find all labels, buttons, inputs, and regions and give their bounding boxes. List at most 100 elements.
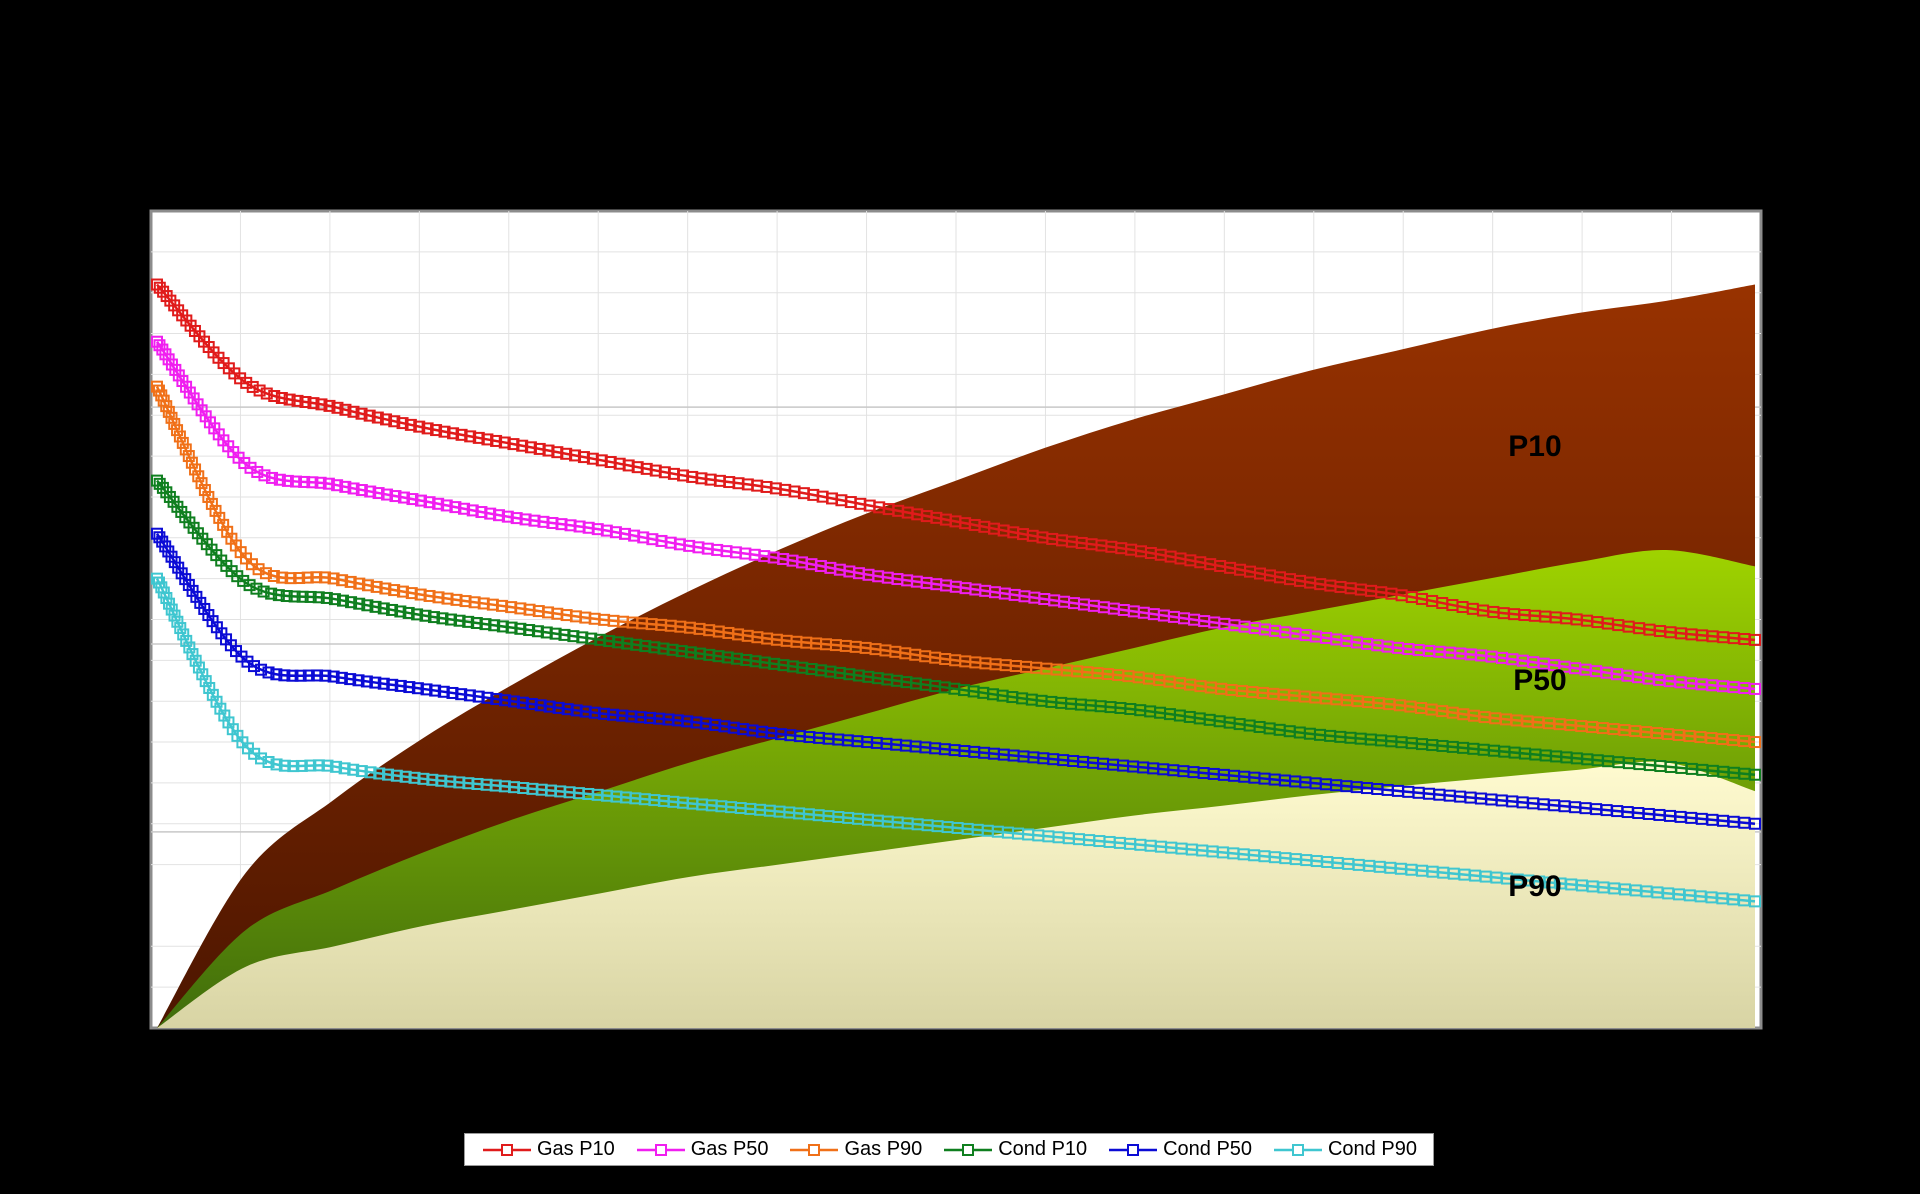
- marker-cond-p50: [446, 686, 459, 699]
- marker-cond-p50: [335, 671, 348, 684]
- marker-gas-p50: [273, 473, 286, 486]
- marker-cond-p10: [453, 614, 466, 627]
- marker-cond-p90: [199, 675, 212, 688]
- legend-label: Gas P50: [690, 1138, 769, 1160]
- marker-gas-p90: [361, 579, 374, 592]
- marker-gas-p10: [291, 394, 304, 407]
- legend-label: Cond P10: [998, 1138, 1088, 1160]
- legend-swatch-gas-p50: [636, 1143, 685, 1156]
- marker-cond-p90: [304, 759, 317, 772]
- marker-cond-p10: [505, 621, 518, 634]
- marker-cond-p90: [186, 648, 199, 661]
- marker-gas-p50: [381, 488, 394, 501]
- marker-cond-p50: [463, 689, 476, 702]
- marker-cond-p90: [364, 766, 377, 779]
- marker-cond-p50: [194, 596, 207, 609]
- marker-cond-p90: [270, 758, 283, 771]
- marker-cond-p90: [206, 688, 219, 701]
- marker-gas-p10: [355, 407, 368, 420]
- marker-cond-p50: [270, 668, 283, 681]
- marker-gas-p90: [293, 572, 306, 585]
- marker-cond-p10: [549, 627, 562, 640]
- marker-cond-p50: [420, 683, 433, 696]
- marker-cond-p90: [203, 681, 216, 694]
- marker-cond-p10: [514, 622, 527, 635]
- marker-gas-p50: [458, 502, 471, 515]
- marker-cond-p50: [499, 694, 512, 707]
- legend-swatch-cond-p50: [1109, 1143, 1158, 1156]
- legend-item-gas-p10: Gas P10: [481, 1138, 615, 1161]
- series-cond-p10: [151, 474, 1761, 781]
- marker-cond-p10: [377, 602, 390, 615]
- marker-cond-p50: [525, 697, 538, 710]
- marker-cond-p50: [352, 674, 365, 687]
- marker-cond-p10: [558, 628, 571, 641]
- marker-gas-p50: [331, 479, 344, 492]
- marker-cond-p90: [214, 702, 227, 715]
- marker-gas-p10: [490, 434, 503, 447]
- marker-cond-p90: [210, 695, 223, 708]
- marker-cond-p10: [1749, 768, 1761, 781]
- marker-gas-p10: [260, 387, 273, 400]
- marker-gas-p90: [205, 497, 218, 510]
- legend-item-cond-p90: Cond P90: [1272, 1138, 1417, 1161]
- marker-cond-p10: [523, 624, 536, 637]
- marker-cond-p50: [190, 590, 203, 603]
- marker-gas-p90: [414, 588, 427, 601]
- marker-gas-p90: [198, 484, 211, 497]
- marker-gas-p10: [516, 439, 529, 452]
- marker-gas-p10: [586, 452, 599, 465]
- marker-cond-p10: [336, 594, 349, 607]
- marker-cond-p50: [534, 699, 547, 712]
- marker-gas-p10: [347, 405, 360, 418]
- marker-gas-p90: [388, 584, 401, 597]
- marker-cond-p10: [445, 613, 458, 626]
- marker-cond-p90: [171, 615, 184, 628]
- legend-swatch-cond-p10: [944, 1143, 993, 1156]
- marker-cond-p90: [426, 773, 439, 786]
- marker-gas-p90: [310, 571, 323, 584]
- marker-gas-p90: [209, 504, 222, 517]
- marker-gas-p10: [299, 396, 312, 409]
- area-labels: P10 P50 P90: [1508, 430, 1566, 903]
- legend-swatch-gas-p10: [482, 1143, 531, 1156]
- marker-cond-p50: [508, 695, 521, 708]
- marker-gas-p90: [336, 574, 349, 587]
- marker-cond-p90: [1749, 895, 1761, 908]
- legend-swatch-gas-p90: [790, 1143, 839, 1156]
- marker-cond-p10: [304, 590, 317, 603]
- marker-cond-p90: [390, 769, 403, 782]
- marker-gas-p90: [405, 587, 418, 600]
- marker-cond-p50: [344, 673, 357, 686]
- marker-cond-p10: [462, 615, 475, 628]
- marker-cond-p10: [288, 590, 301, 603]
- marker-cond-p10: [567, 630, 580, 643]
- marker-gas-p10: [153, 281, 166, 294]
- legend-item-cond-p50: Cond P50: [1107, 1138, 1252, 1161]
- marker-cond-p50: [377, 677, 390, 690]
- marker-cond-p50: [302, 669, 315, 682]
- marker-cond-p50: [294, 669, 307, 682]
- marker-gas-p50: [251, 465, 264, 478]
- legend-label: Gas P90: [844, 1138, 923, 1160]
- marker-gas-p10: [613, 457, 626, 470]
- marker-gas-p90: [284, 572, 297, 585]
- marker-gas-p10: [275, 391, 288, 404]
- marker-cond-p50: [255, 663, 268, 676]
- marker-gas-p10: [430, 424, 443, 437]
- marker-cond-p90: [338, 762, 351, 775]
- marker-cond-p90: [312, 759, 325, 772]
- marker-cond-p90: [295, 759, 308, 772]
- marker-cond-p10: [243, 579, 256, 592]
- marker-gas-p10: [339, 403, 352, 416]
- marker-cond-p10: [488, 619, 501, 632]
- marker-gas-p90: [168, 417, 181, 430]
- marker-gas-p50: [389, 490, 402, 503]
- legend-item-cond-p10: Cond P10: [942, 1138, 1087, 1161]
- marker-cond-p90: [347, 763, 360, 776]
- marker-gas-p10: [560, 447, 573, 460]
- marker-cond-p10: [386, 603, 399, 616]
- marker-gas-p10: [569, 449, 582, 462]
- marker-cond-p10: [265, 587, 278, 600]
- marker-gas-p90: [370, 580, 383, 593]
